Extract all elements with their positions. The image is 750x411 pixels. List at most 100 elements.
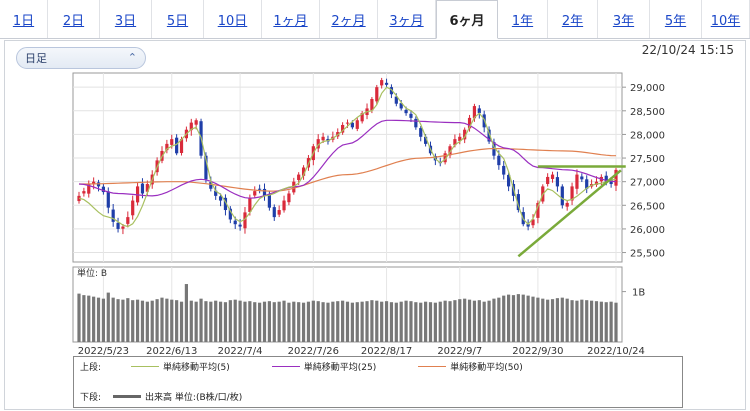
candle-body <box>453 139 457 146</box>
x-tick-label: 2022/5/23 <box>78 346 129 357</box>
volume-bar <box>546 299 550 342</box>
candle-body <box>502 165 506 175</box>
volume-bar <box>214 300 218 342</box>
volume-bar <box>394 302 398 342</box>
volume-bar <box>194 301 198 342</box>
legend-lower-label: 下段: <box>80 393 102 403</box>
candle-body <box>179 139 184 154</box>
tab-2[interactable]: 3日 <box>100 0 152 38</box>
tab-4[interactable]: 10日 <box>204 0 262 38</box>
x-tick-label: 2022/7/26 <box>288 346 339 357</box>
candle-body <box>165 143 169 151</box>
volume-bar <box>580 299 584 342</box>
candle-body <box>194 120 198 125</box>
candle-body <box>321 136 325 141</box>
tab-1[interactable]: 2日 <box>48 0 100 38</box>
y-tick-label: 27,000 <box>630 178 665 189</box>
candle-body <box>448 146 452 156</box>
tab-10[interactable]: 2年 <box>548 0 598 38</box>
volume-bar <box>272 302 276 342</box>
tab-7[interactable]: 3ヶ月 <box>378 0 436 38</box>
candle-period-value: 日足 <box>25 52 47 65</box>
tab-3[interactable]: 5日 <box>152 0 204 38</box>
candle-body <box>580 176 584 180</box>
volume-bar <box>282 300 286 342</box>
tab-11[interactable]: 3年 <box>598 0 650 38</box>
volume-bar <box>599 301 603 342</box>
volume-bar <box>575 300 579 342</box>
candle-body <box>121 226 125 229</box>
candle-body <box>380 80 384 86</box>
volume-bar <box>365 301 369 342</box>
volume-bar <box>179 301 184 342</box>
last-updated-datetime: 22/10/24 15:15 <box>641 43 734 57</box>
y-tick-label: 27,500 <box>630 154 665 165</box>
volume-bar <box>170 299 174 342</box>
volume-bar <box>487 300 491 342</box>
volume-bar <box>550 299 555 342</box>
candle-body <box>253 191 257 196</box>
tab-9[interactable]: 1年 <box>498 0 548 38</box>
candle-body <box>111 209 115 222</box>
volume-bar <box>131 300 135 342</box>
candle-body <box>614 169 618 186</box>
volume-bar <box>233 299 237 342</box>
volume-bar <box>477 300 481 342</box>
tab-0[interactable]: 1日 <box>0 0 48 38</box>
candle-body <box>282 200 286 211</box>
candle-body <box>350 122 354 128</box>
candle-body <box>443 153 447 163</box>
volume-bar <box>160 297 164 342</box>
volume-bar <box>238 300 242 342</box>
volume-bar <box>389 302 394 342</box>
candle-body <box>277 210 281 215</box>
candle-body <box>536 202 540 218</box>
price-plot-frame <box>72 72 623 263</box>
candle-body <box>243 212 247 229</box>
volume-bar <box>350 302 354 342</box>
candle-body <box>214 190 218 196</box>
volume-bar <box>609 301 613 342</box>
candle-body <box>604 175 608 182</box>
volume-bar <box>463 298 467 342</box>
candle-body <box>467 117 472 129</box>
ma25-swatch <box>271 366 300 367</box>
volume-bar <box>526 295 530 342</box>
tab-8[interactable]: 6ヶ月 <box>436 0 498 39</box>
volume-bar <box>228 300 232 342</box>
volume-unit-label: 単位: B <box>77 267 107 279</box>
volume-bar <box>409 301 413 342</box>
tab-6[interactable]: 2ヶ月 <box>320 0 378 38</box>
volume-bar <box>604 302 608 342</box>
candle-body <box>131 200 135 216</box>
volume-bar <box>438 301 442 342</box>
y-tick-label: 28,000 <box>630 130 665 141</box>
volume-bar <box>570 300 574 342</box>
volume-bar <box>384 301 389 342</box>
tab-5[interactable]: 1ヶ月 <box>262 0 320 38</box>
legend-ma25-label: 単純移動平均(25) <box>303 363 377 373</box>
candle-body <box>345 122 350 124</box>
volume-bar <box>223 302 228 342</box>
candle-body <box>301 167 306 176</box>
legend-ma50-label: 単純移動平均(50) <box>450 363 523 373</box>
legend-box: 上段: 単純移動平均(5) 単純移動平均(25) 単純移動平均(50) 下段: … <box>73 356 683 408</box>
candle-body <box>399 103 403 109</box>
volume-bar <box>399 301 403 342</box>
volume-bar <box>472 300 477 342</box>
volume-bar <box>218 301 223 342</box>
volume-bar <box>258 302 262 342</box>
y-tick-label: 29,000 <box>630 83 665 94</box>
x-tick-label: 2022/9/30 <box>512 346 563 357</box>
candle-body <box>145 184 149 192</box>
volume-bar <box>262 301 267 342</box>
candle-body <box>101 186 106 193</box>
volume-bar <box>106 292 110 342</box>
tab-12[interactable]: 5年 <box>650 0 702 38</box>
candle-body <box>170 139 174 145</box>
y-tick-label: 26,000 <box>630 225 665 236</box>
volume-bar <box>287 302 291 342</box>
volume-bar <box>555 298 560 342</box>
candle-body <box>262 188 267 196</box>
candle-period-select[interactable]: 日足 ⌃ <box>16 47 146 69</box>
